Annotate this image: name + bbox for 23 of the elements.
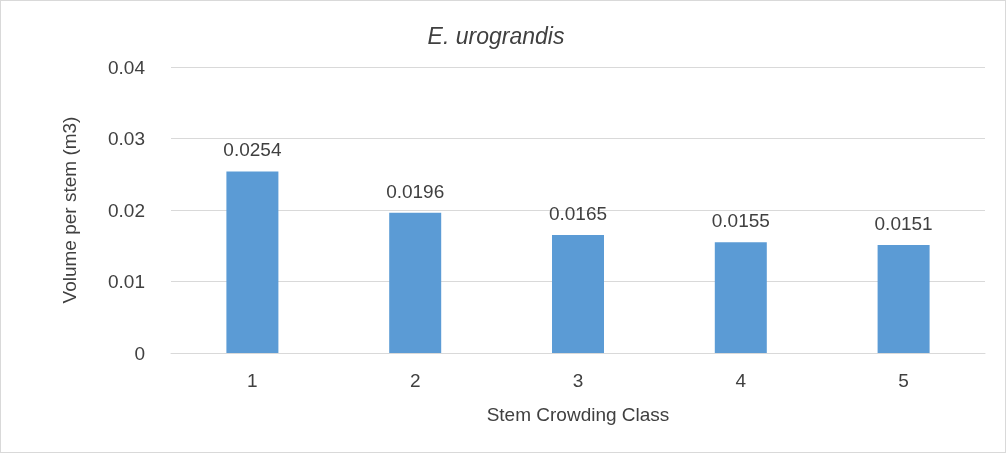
y-tick-label: 0.04 [108, 56, 146, 78]
bar [552, 235, 604, 353]
x-tick-label: 3 [572, 370, 584, 391]
y-axis-title: Volume per stem (m3) [59, 116, 80, 304]
data-label: 0.0151 [874, 213, 933, 235]
y-tick-label: 0.01 [108, 271, 145, 292]
data-label: 0.0165 [548, 203, 608, 225]
x-tick-label: 2 [409, 370, 421, 391]
bar [226, 171, 279, 353]
data-label: 0.0254 [223, 139, 282, 161]
y-tick-label: 0.02 [108, 199, 145, 221]
x-axis-title: Stem Crowding Class [486, 404, 670, 425]
x-tick-label: 1 [247, 370, 258, 391]
bar [389, 212, 442, 353]
data-label: 0.0196 [386, 180, 445, 202]
data-label: 0.0155 [711, 210, 770, 232]
y-tick-label: 0.03 [108, 128, 145, 149]
x-tick-label: 5 [898, 370, 909, 391]
bar [877, 245, 930, 353]
x-tick-label: 4 [735, 370, 747, 391]
chart-title: E. urograndis [427, 22, 565, 49]
bar [714, 242, 767, 353]
y-tick-label: 0 [134, 342, 145, 364]
